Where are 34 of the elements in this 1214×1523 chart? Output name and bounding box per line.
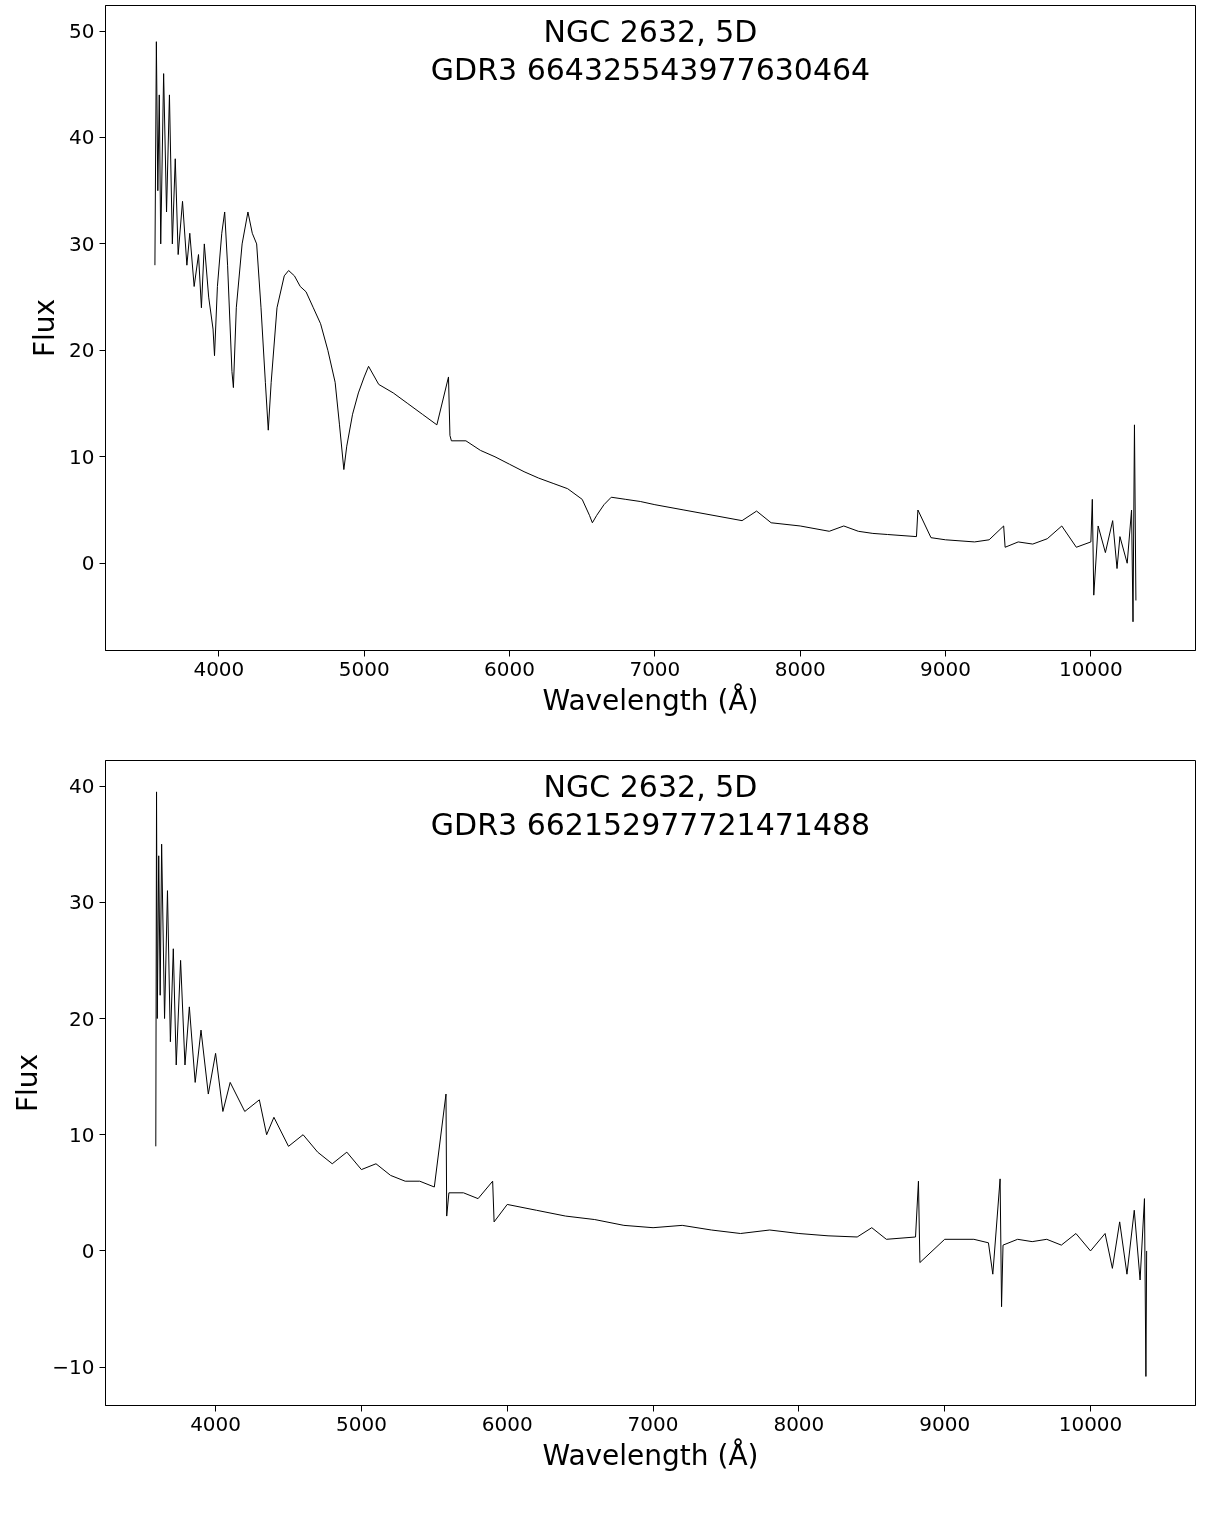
y-tick-label: −10	[52, 1355, 95, 1380]
x-tick-label: 10000	[1059, 656, 1123, 681]
chart-title: NGC 2632, 5D	[543, 13, 758, 49]
x-tick-label: 5000	[338, 656, 390, 681]
y-tick-label: 30	[69, 231, 95, 256]
y-tick-label: 10	[69, 444, 95, 469]
x-tick-label: 8000	[774, 656, 826, 681]
y-tick-label: 40	[69, 125, 95, 150]
x-tick-label: 4000	[190, 1411, 242, 1436]
x-tick-label: 5000	[335, 1411, 387, 1436]
x-tick-label: 4000	[193, 656, 245, 681]
y-tick-label: 30	[69, 890, 95, 915]
x-axis-title: Wavelength (Å)	[542, 1437, 759, 1472]
x-tick-label: 6000	[484, 656, 535, 681]
text: GDR3 662152977721471488	[430, 806, 871, 842]
x-tick-label: 9000	[919, 1411, 971, 1436]
y-tick-label: 20	[69, 1006, 95, 1031]
y-tick-label: 0	[81, 551, 95, 576]
y-tick-label: 50	[69, 19, 95, 44]
y-tick-label: 20	[69, 338, 95, 363]
x-tick-label: 8000	[773, 1411, 825, 1436]
text: GDR3 664325543977630464	[430, 51, 871, 87]
y-tick-label: 0	[81, 1238, 95, 1263]
x-tick-label: 9000	[920, 656, 971, 681]
y-axis-title: Flux	[11, 1053, 45, 1113]
x-tick-label: 7000	[629, 656, 681, 681]
x-tick-label: 6000	[481, 1411, 533, 1436]
y-tick-label: 10	[69, 1122, 95, 1147]
x-axis-title: Wavelength (Å)	[542, 682, 759, 717]
y-axis-title: Flux	[28, 298, 62, 358]
x-tick-label: 7000	[627, 1411, 679, 1436]
x-tick-label: 10000	[1058, 1411, 1123, 1436]
y-tick-label: 40	[69, 774, 95, 799]
chart-title: NGC 2632, 5D	[543, 768, 758, 804]
